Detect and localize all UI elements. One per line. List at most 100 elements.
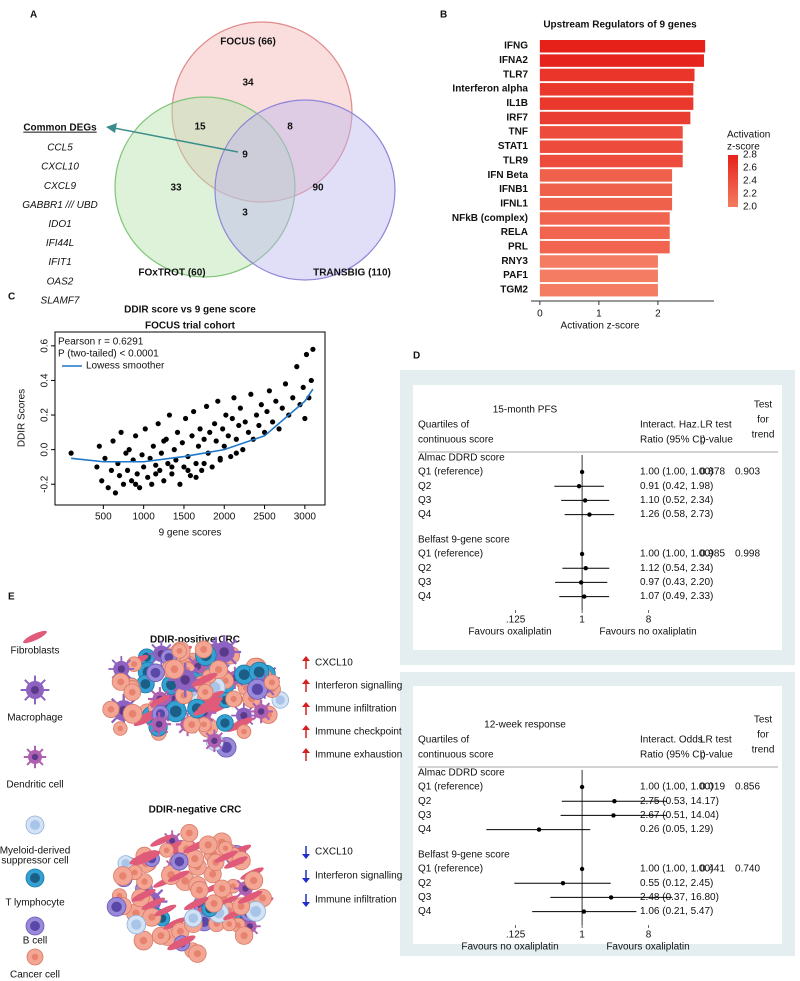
lr-p-value: 0.985 [700, 549, 725, 560]
region-count: 33 [170, 183, 182, 194]
forest-top-frame [413, 385, 782, 650]
cluster-cell [147, 712, 172, 737]
estimate-label: 1.00 (1.00, 1.00) [640, 467, 713, 478]
point-estimate [612, 799, 617, 804]
cell-part [214, 665, 223, 674]
cell-part [166, 679, 177, 691]
x-tick-label: 2500 [253, 512, 276, 523]
cell-part [219, 647, 229, 657]
row-label: Q1 (reference) [418, 467, 483, 478]
category-label: IFN Beta [487, 170, 528, 181]
point [179, 440, 185, 446]
upregulated-feature: Immune infiltration [315, 704, 397, 715]
bar [539, 154, 683, 168]
point [94, 464, 100, 470]
cell-type-label: Dendritic cell [6, 780, 63, 791]
point [229, 415, 235, 422]
cell-part [107, 706, 115, 713]
cell-part [224, 856, 248, 869]
cluster-cell [167, 935, 196, 951]
cluster-cell [214, 850, 238, 863]
cluster-title: DDIR-negative CRC [149, 805, 242, 816]
cell-icon [23, 630, 47, 644]
cluster-cell [111, 672, 130, 691]
point-estimate [582, 498, 588, 503]
point [157, 467, 163, 473]
cell-part [220, 718, 230, 728]
point [308, 377, 314, 384]
category-label: Interferon alpha [452, 84, 528, 95]
point [123, 450, 129, 456]
cell-part [222, 845, 229, 851]
point [118, 429, 124, 435]
chart-title: DDIR score vs 9 gene score [124, 305, 256, 316]
cluster-cell [236, 724, 252, 739]
cluster-cell [159, 842, 174, 858]
point [174, 429, 181, 435]
cluster-cell [133, 714, 156, 727]
region-count: 34 [242, 78, 254, 89]
forest-title: 15-month PFS [493, 405, 558, 416]
cluster-cell [204, 894, 224, 913]
point [221, 443, 227, 449]
point [96, 443, 102, 449]
estimate-label: 0.91 (0.42, 1.98) [640, 481, 713, 492]
cluster-cell [239, 915, 261, 937]
set-label: TRANSBIG (110) [313, 268, 391, 279]
bar [539, 140, 683, 153]
point-estimate [608, 895, 614, 900]
y-tick-label: -0.2 [40, 475, 51, 493]
legend-label: Lowess smoother [86, 361, 165, 372]
estimate-label: 0.26 (0.05, 1.29) [640, 824, 713, 835]
cell-part [235, 922, 241, 928]
row-label: Q4 [418, 824, 432, 835]
point [310, 346, 316, 352]
cell-part [188, 913, 199, 924]
bar [539, 40, 706, 53]
favours-label: Favours no oxaliplatin [461, 942, 558, 953]
cell-part [128, 688, 136, 696]
column-header: trend [752, 745, 775, 756]
category-label: IFNL1 [500, 198, 528, 209]
cluster-cell [163, 917, 187, 930]
point-estimate [579, 866, 585, 872]
point [213, 438, 219, 444]
row-label: Q4 [418, 906, 432, 917]
y-tick-label: 0.0 [40, 442, 51, 456]
point [279, 405, 285, 411]
bar [539, 283, 658, 297]
cell-part [132, 850, 161, 866]
category-label: STAT1 [498, 141, 529, 152]
point [201, 436, 207, 442]
point [245, 429, 252, 435]
cell-part [275, 695, 285, 705]
point [110, 438, 116, 444]
bar [539, 169, 673, 182]
cluster-cell [197, 683, 214, 701]
cell-icon [25, 916, 45, 936]
point [177, 481, 183, 487]
bar [539, 255, 658, 268]
point [142, 426, 148, 432]
category-label: RELA [501, 227, 528, 238]
down-arrow-head [302, 854, 310, 859]
cluster-cell [141, 897, 166, 910]
cell-part [209, 870, 217, 878]
cell-part [167, 935, 196, 951]
cell-part [119, 872, 127, 880]
point [132, 481, 139, 487]
point [253, 412, 260, 418]
point-estimate [611, 813, 616, 818]
favours-label: Favours oxaliplatin [468, 627, 551, 638]
column-header: Test [754, 715, 773, 726]
up-arrow-head [302, 748, 310, 753]
row-label: Q2 [418, 481, 432, 492]
cell-part [117, 725, 124, 732]
point [165, 460, 171, 467]
up-arrow-head [302, 656, 310, 661]
cluster-cell [123, 683, 142, 702]
point [68, 450, 74, 456]
cell-icon [25, 815, 45, 835]
group-name: Almac DDRD score [418, 768, 505, 779]
lr-p-value: 0.019 [700, 782, 725, 793]
